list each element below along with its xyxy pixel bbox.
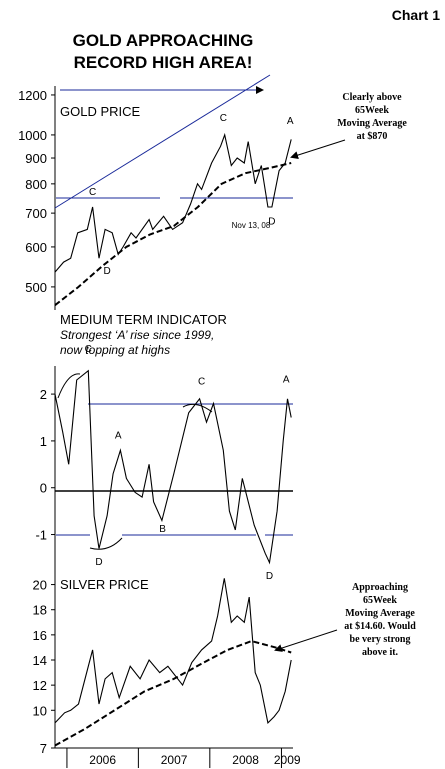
indicator-bottom-arc [89,537,123,550]
x-axis-tick-group: 2006 2007 2008 2009 [66,748,301,768]
gold-ytick-label: 1200 [18,88,47,103]
silver-note-line-3: Moving Average [345,608,415,619]
indicator-point-label: A [283,374,290,385]
gold-price-series-line [54,132,292,273]
indicator-top-arc-right [182,403,213,413]
indicator-subtitle-line-1: Strongest ‘A’ rise since 1999, [60,328,214,342]
indicator-panel: MEDIUM TERM INDICATOR Strongest ‘A’ rise… [35,312,293,582]
indicator-point-label: D [95,557,102,568]
gold-point-label: A [287,116,294,127]
indicator-point-label: B [159,524,166,535]
silver-ytick-label: 16 [33,628,47,643]
indicator-subtitle-line-2: now topping at highs [60,343,170,357]
silver-price-series-line [54,578,292,725]
gold-panel: 1200 1000 900 800 700 600 500 GOLD PRICE C D C A D… [18,74,407,310]
indicator-point-label-group: C A C A D B D [85,344,290,582]
gold-note-line-2: 65Week [355,105,389,116]
indicator-series-line [54,369,292,565]
gold-note-arrow [290,139,346,159]
gold-note-line-1: Clearly above [342,92,402,103]
silver-note-line-2: 65Week [363,595,397,606]
indicator-top-arc-left [57,373,81,399]
silver-ytick-label: 12 [33,678,47,693]
silver-note-arrow [274,629,338,652]
indicator-ytick-label: 1 [40,434,47,449]
indicator-point-label: A [115,431,122,442]
silver-ytick-label: 14 [33,653,47,668]
indicator-tick-group: 2 1 0 -1 [35,387,55,543]
x-tick-label: 2006 [89,753,116,767]
gold-ytick-label: 800 [25,177,47,192]
gold-upper-trendline [54,74,271,209]
gold-ytick-label: 600 [25,240,47,255]
gold-point-label: C [220,113,227,124]
gold-ytick-label: 500 [25,280,47,295]
gold-point-label: C [89,187,96,198]
indicator-panel-title: MEDIUM TERM INDICATOR [60,312,227,327]
indicator-ytick-label: -1 [35,528,47,543]
chart-number-label: Chart 1 [392,7,440,23]
indicator-point-label: C [198,377,205,388]
gold-panel-title: GOLD PRICE [60,104,141,119]
gold-ytick-label: 900 [25,151,47,166]
silver-ytick-label: 20 [33,578,47,593]
silver-panel-title: SILVER PRICE [60,577,149,592]
x-tick-label: 2007 [161,753,188,767]
silver-ytick-label: 10 [33,703,47,718]
gold-low-date-annotation: Nov 13, 08 [232,221,271,230]
gold-note-line-4: at $870 [357,131,388,142]
silver-ytick-label: 18 [33,603,47,618]
x-tick-label: 2008 [232,753,259,767]
gold-side-note: Clearly above 65Week Moving Average at $… [337,92,407,142]
gold-ytick-label: 1000 [18,128,47,143]
x-tick-label: 2009 [274,753,301,767]
silver-note-line-4: at $14.60. Would [344,621,416,632]
silver-moving-average-line [54,640,292,747]
gold-point-label-group: C D C A D [89,113,294,277]
silver-ytick-label: 7 [40,741,47,756]
silver-note-line-5: be very strong [350,634,411,645]
headline-line-2: RECORD HIGH AREA! [74,53,253,72]
indicator-point-label: C [85,344,92,355]
silver-note-line-1: Approaching [352,582,408,593]
silver-side-note: Approaching 65Week Moving Average at $14… [344,582,416,658]
gold-tick-group: 1200 1000 900 800 700 600 500 [18,88,55,295]
indicator-ytick-label: 0 [40,481,47,496]
gold-note-line-3: Moving Average [337,118,407,129]
gold-point-label: D [103,266,110,277]
silver-tick-group: 20 18 16 14 12 10 7 [33,578,55,756]
gold-moving-average-line [54,162,292,306]
gold-point-label: D [268,216,275,227]
indicator-point-label: D [266,571,273,582]
silver-note-line-6: above it. [362,647,399,658]
headline-line-1: GOLD APPROACHING [73,31,254,50]
gold-ytick-label: 700 [25,206,47,221]
indicator-ytick-label: 2 [40,387,47,402]
